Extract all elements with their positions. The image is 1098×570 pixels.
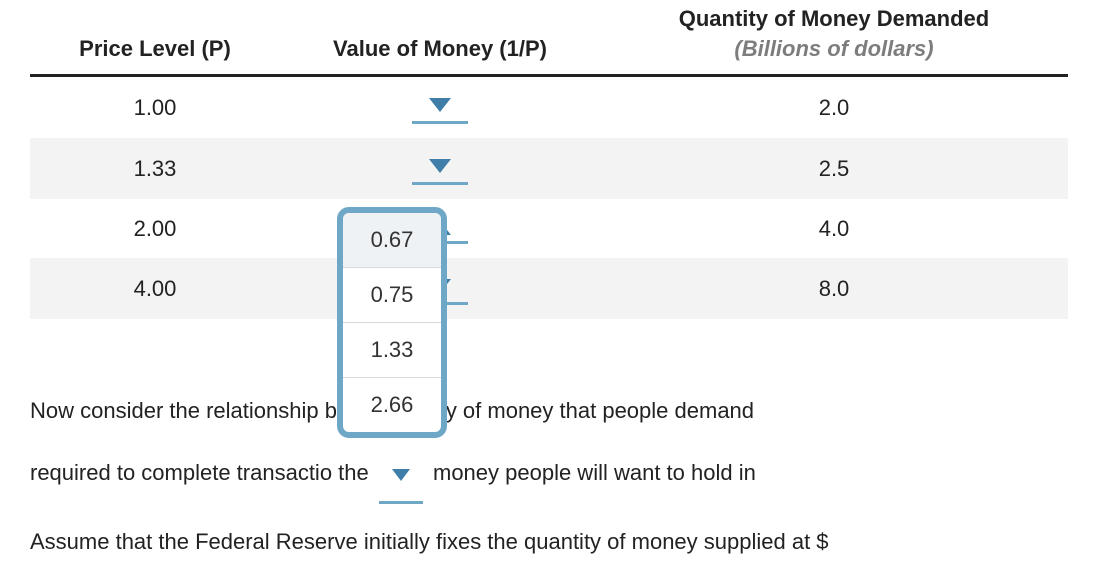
inline-dropdown[interactable] xyxy=(379,449,423,503)
caret-down-icon xyxy=(429,159,451,173)
page: Price Level (P) Value of Money (1/P) Qua… xyxy=(0,0,1098,570)
cell-quantity-demanded: 8.0 xyxy=(600,258,1068,319)
col-header-value-of-money: Value of Money (1/P) xyxy=(280,0,600,76)
table-header-row: Price Level (P) Value of Money (1/P) Qua… xyxy=(30,0,1068,76)
caret-down-icon xyxy=(429,98,451,112)
caret-down-icon xyxy=(392,469,410,481)
dropdown-option[interactable]: 1.33 xyxy=(343,322,441,377)
cell-quantity-demanded: 4.0 xyxy=(600,199,1068,258)
value-dropdown-row-2[interactable] xyxy=(412,152,468,185)
body-text: Now consider the relationship b the quan… xyxy=(30,387,1068,566)
cell-value-of-money xyxy=(280,76,600,139)
col-header-quantity-demanded: Quantity of Money Demanded (Billions of … xyxy=(600,0,1068,76)
table-row: 2.00 4.0 xyxy=(30,199,1068,258)
value-dropdown-row-1[interactable] xyxy=(412,91,468,124)
text-fragment: the xyxy=(332,460,375,485)
table-row: 1.00 2.0 xyxy=(30,76,1068,139)
table-row: 1.33 2.5 xyxy=(30,138,1068,199)
money-table: Price Level (P) Value of Money (1/P) Qua… xyxy=(30,0,1068,319)
paragraph-1: Now consider the relationship b the quan… xyxy=(30,387,1068,435)
paragraph-3: Assume that the Federal Reserve initiall… xyxy=(30,518,1068,566)
col-header-price-level-text: Price Level (P) xyxy=(79,36,231,61)
col-header-quantity-title: Quantity of Money Demanded xyxy=(604,6,1064,32)
col-header-price-level: Price Level (P) xyxy=(30,0,280,76)
cell-price-level: 4.00 xyxy=(30,258,280,319)
cell-price-level: 1.33 xyxy=(30,138,280,199)
col-header-quantity-subtitle: (Billions of dollars) xyxy=(604,36,1064,62)
value-dropdown-panel[interactable]: 0.67 0.75 1.33 2.66 xyxy=(337,207,447,438)
text-fragment: required to complete transactio xyxy=(30,460,332,485)
table-row: 4.00 8.0 xyxy=(30,258,1068,319)
paragraph-2: required to complete transactio the mone… xyxy=(30,449,1068,503)
dropdown-option[interactable]: 2.66 xyxy=(343,377,441,432)
dropdown-option[interactable]: 0.67 xyxy=(343,213,441,267)
col-header-value-of-money-text: Value of Money (1/P) xyxy=(333,36,547,61)
dropdown-option[interactable]: 0.75 xyxy=(343,267,441,322)
cell-quantity-demanded: 2.0 xyxy=(600,76,1068,139)
cell-value-of-money xyxy=(280,138,600,199)
cell-price-level: 2.00 xyxy=(30,199,280,258)
text-fragment: money people will want to hold in xyxy=(427,460,756,485)
cell-price-level: 1.00 xyxy=(30,76,280,139)
text-fragment: Now consider the relationship b xyxy=(30,398,337,423)
cell-quantity-demanded: 2.5 xyxy=(600,138,1068,199)
